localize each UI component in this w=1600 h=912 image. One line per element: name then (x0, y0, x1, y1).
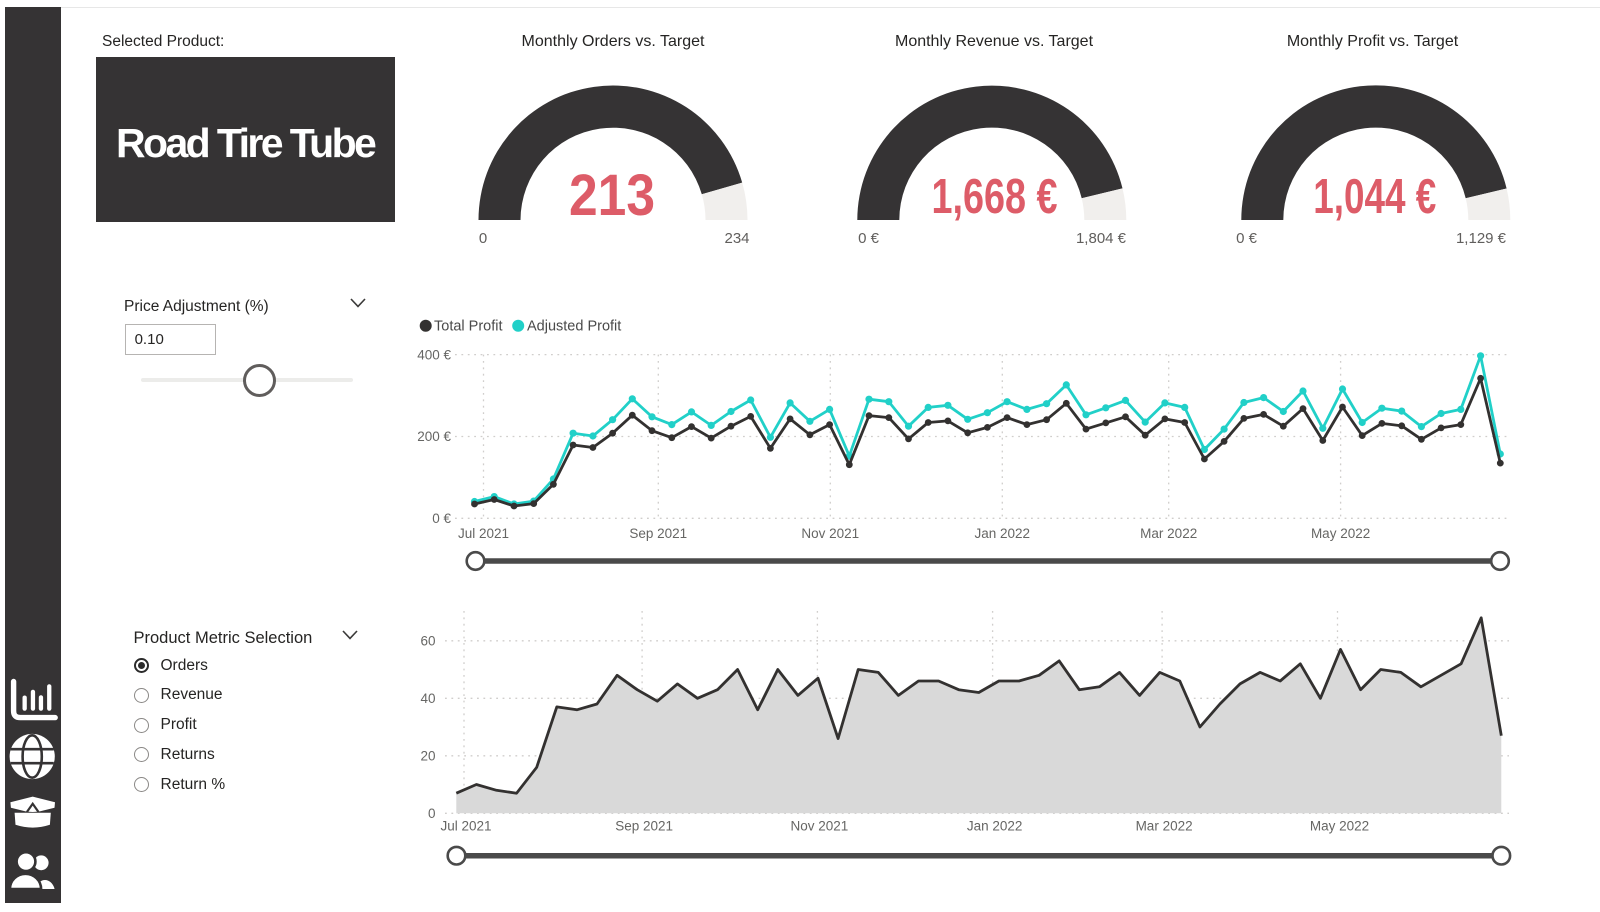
svg-text:0: 0 (479, 230, 487, 247)
svg-text:1,668 €: 1,668 € (932, 170, 1058, 224)
svg-text:Nov 2021: Nov 2021 (801, 526, 859, 541)
svg-text:40: 40 (420, 691, 435, 706)
svg-text:Jul 2021: Jul 2021 (458, 526, 509, 541)
svg-text:0 €: 0 € (1236, 230, 1258, 247)
svg-text:Sep 2021: Sep 2021 (629, 526, 687, 541)
svg-text:Monthly Profit vs. Target: Monthly Profit vs. Target (1287, 33, 1459, 50)
svg-text:213: 213 (569, 163, 655, 228)
svg-text:Mar 2022: Mar 2022 (1136, 819, 1193, 834)
svg-text:May 2022: May 2022 (1310, 819, 1369, 834)
svg-text:Total Profit: Total Profit (434, 319, 503, 335)
svg-text:1,044 €: 1,044 € (1313, 170, 1436, 224)
svg-text:0 €: 0 € (858, 230, 880, 247)
svg-text:Monthly Revenue vs. Target: Monthly Revenue vs. Target (895, 33, 1094, 50)
svg-text:1,129 €: 1,129 € (1456, 230, 1507, 247)
svg-text:1,804 €: 1,804 € (1076, 230, 1127, 247)
svg-text:0 €: 0 € (432, 511, 451, 526)
svg-text:0: 0 (428, 806, 436, 821)
svg-text:Jan 2022: Jan 2022 (975, 526, 1031, 541)
svg-text:60: 60 (420, 634, 435, 649)
svg-text:400 €: 400 € (417, 347, 451, 362)
svg-text:Jul 2021: Jul 2021 (440, 819, 491, 834)
svg-text:Monthly Orders vs. Target: Monthly Orders vs. Target (522, 33, 705, 50)
svg-text:Nov 2021: Nov 2021 (791, 819, 849, 834)
svg-text:May 2022: May 2022 (1311, 526, 1370, 541)
svg-text:234: 234 (724, 230, 749, 247)
svg-text:Jan 2022: Jan 2022 (967, 819, 1023, 834)
svg-text:20: 20 (420, 749, 435, 764)
svg-text:Adjusted Profit: Adjusted Profit (527, 319, 621, 335)
svg-text:Mar 2022: Mar 2022 (1140, 526, 1197, 541)
svg-text:200 €: 200 € (417, 429, 451, 444)
svg-text:Sep 2021: Sep 2021 (615, 819, 673, 834)
